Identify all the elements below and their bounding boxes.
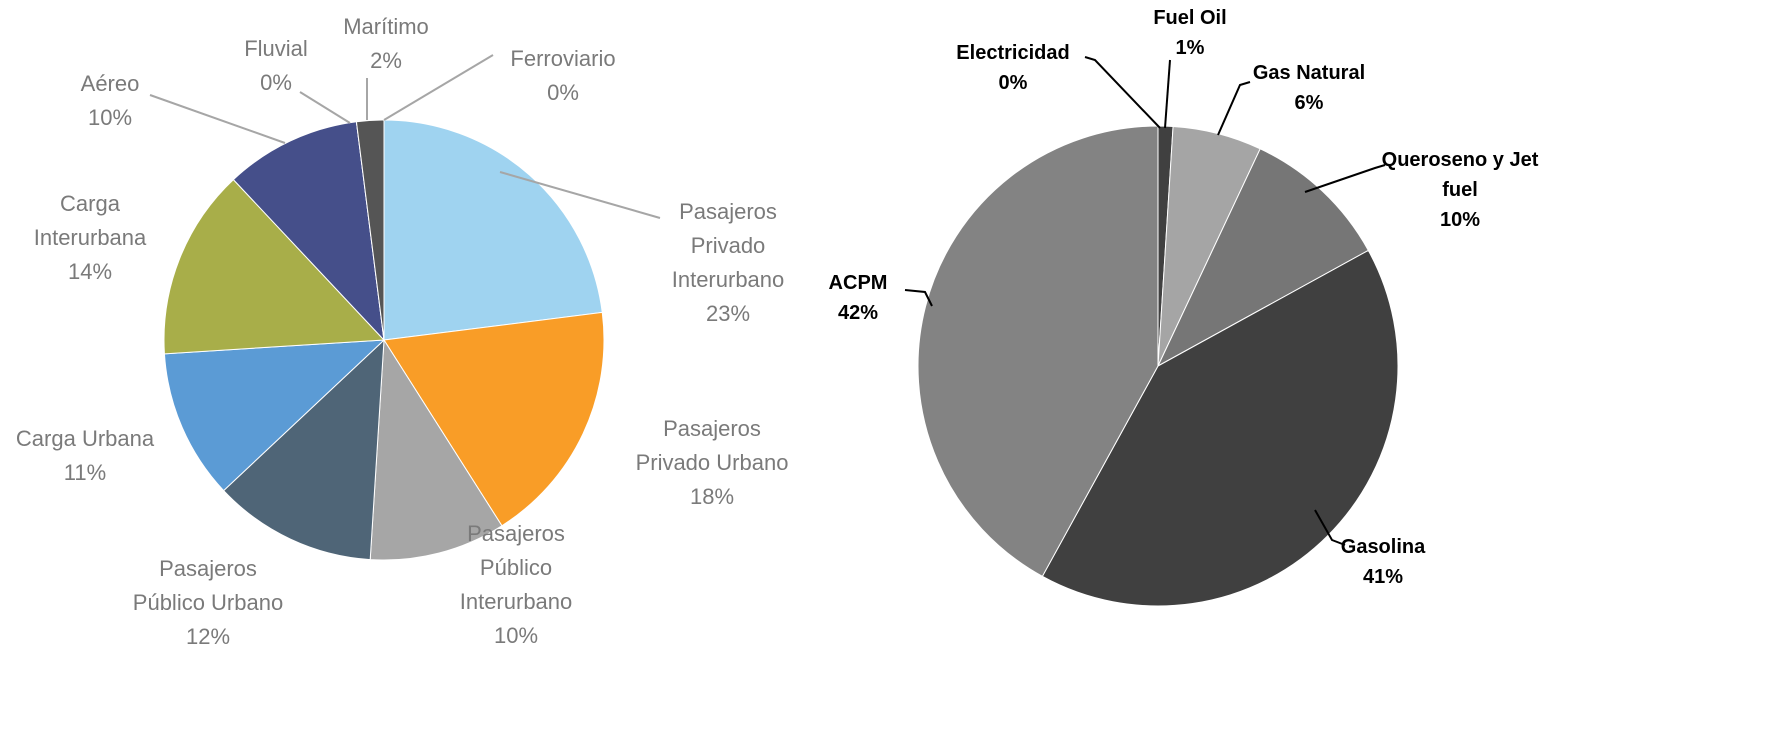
- leader-line: [383, 54, 494, 121]
- leader-line: [1314, 509, 1346, 546]
- slice-name: Fuel Oil: [1153, 7, 1227, 29]
- slice-label: Fuel Oil 1%: [1153, 3, 1226, 63]
- slice-name: Carga Urbana: [15, 426, 155, 451]
- slice-percent: 0%: [547, 80, 579, 105]
- slice-label: Ferroviario 0%: [510, 42, 615, 110]
- slice-label: Gas Natural 6%: [1253, 58, 1365, 118]
- slice-label: Fluvial 0%: [244, 32, 308, 100]
- pie-slice: [163, 339, 386, 492]
- slice-percent: 18%: [689, 484, 735, 509]
- slice-percent: 10%: [1439, 209, 1481, 231]
- slice-percent: 14%: [67, 259, 113, 284]
- slice-name: Aéreo: [80, 71, 140, 96]
- slice-label: Queroseno y Jet fuel 10%: [1382, 145, 1539, 235]
- leader-line: [149, 94, 286, 144]
- slice-name: Pasajeros Privado Urbano: [635, 416, 789, 475]
- slice-label: Carga Interurbana 14%: [34, 187, 147, 289]
- slice-name: Carga Interurbana: [33, 191, 147, 250]
- leader-line: [499, 171, 661, 219]
- slice-percent: 11%: [63, 460, 107, 485]
- slice-label: Pasajeros Privado Urbano 18%: [636, 412, 789, 514]
- slice-name: Fluvial: [244, 36, 308, 61]
- pie-slice: [383, 119, 603, 341]
- leader-line: [1084, 56, 1161, 129]
- slice-name: Marítimo: [343, 14, 429, 39]
- leader-line: [1304, 164, 1386, 193]
- leader-line: [299, 91, 351, 124]
- slice-name: ACPM: [828, 272, 888, 294]
- slice-name: Gasolina: [1340, 536, 1426, 558]
- slice-percent: 2%: [370, 48, 402, 73]
- slice-label: Marítimo 2%: [343, 10, 429, 78]
- slice-name: Ferroviario: [510, 46, 616, 71]
- slice-label: Gasolina 41%: [1341, 532, 1425, 592]
- slice-label: Pasajeros Privado Interurbano 23%: [672, 195, 785, 331]
- slice-label: Aéreo 10%: [81, 67, 140, 135]
- slice-name: Pasajeros Público Urbano: [132, 556, 284, 615]
- pie-slice: [369, 338, 503, 561]
- slice-percent: 10%: [87, 105, 133, 130]
- pie-slice: [222, 338, 385, 561]
- pie-slice: [163, 178, 386, 355]
- slice-percent: 6%: [1294, 92, 1324, 114]
- pie-slice: [1156, 148, 1369, 368]
- slice-percent: 10%: [493, 623, 539, 648]
- slice-name: Electricidad: [956, 42, 1070, 64]
- pie-slice: [917, 125, 1159, 577]
- slice-label: Pasajeros Público Urbano 12%: [133, 552, 283, 654]
- slice-percent: 41%: [1362, 566, 1404, 588]
- slice-percent: 23%: [705, 301, 751, 326]
- leader-line: [904, 289, 933, 307]
- pie-slice: [383, 311, 605, 527]
- leader-line: [1164, 59, 1171, 129]
- pie-slice: [1041, 249, 1399, 607]
- slice-name: Gas Natural: [1252, 62, 1366, 84]
- slice-percent: 12%: [185, 624, 231, 649]
- slice-label: Electricidad 0%: [956, 38, 1069, 98]
- slice-percent: 42%: [837, 302, 879, 324]
- leader-line: [1217, 81, 1251, 136]
- slice-label: ACPM 42%: [829, 268, 888, 328]
- slice-percent: 0%: [260, 70, 292, 95]
- slice-label: Carga Urbana 11%: [16, 422, 154, 490]
- slice-label: Pasajeros Público Interurbano 10%: [460, 517, 573, 653]
- slice-percent: 0%: [998, 72, 1028, 94]
- slice-name: Pasajeros Privado Interurbano: [671, 199, 785, 292]
- slice-name: Queroseno y Jet fuel: [1381, 149, 1539, 201]
- slice-percent: 1%: [1175, 37, 1205, 59]
- slice-name: Pasajeros Público Interurbano: [459, 521, 573, 614]
